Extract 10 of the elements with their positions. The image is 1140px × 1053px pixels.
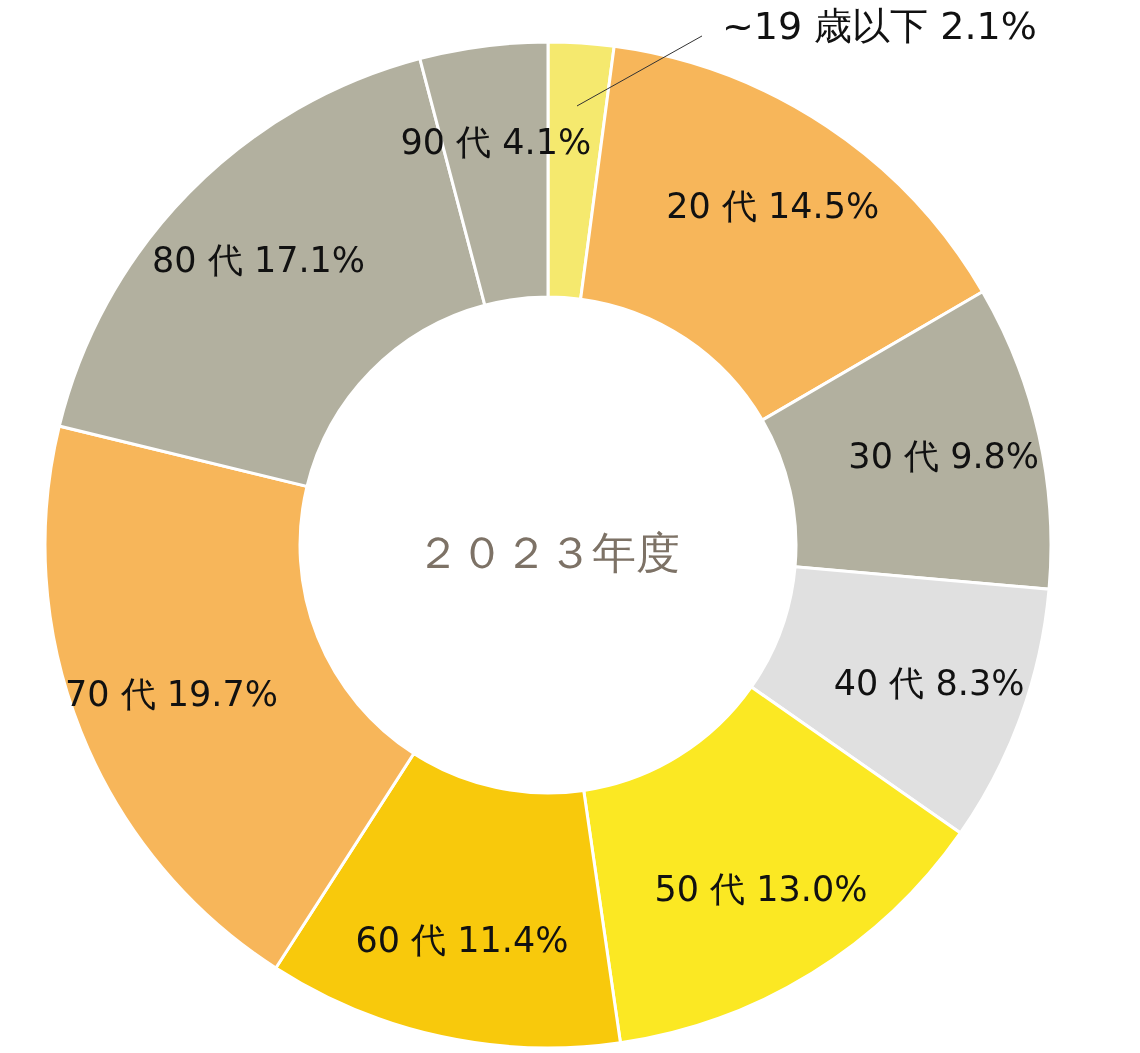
slice-label: 40 代 8.3% bbox=[833, 662, 1025, 703]
slice-label: 50 代 13.0% bbox=[654, 869, 868, 910]
slice-label: 90 代 4.1% bbox=[400, 121, 592, 162]
text: ２０２３年度 bbox=[416, 527, 680, 578]
slice-label: 30 代 9.8% bbox=[848, 435, 1040, 476]
slice-label: 70 代 19.7% bbox=[64, 674, 278, 715]
slice-label: 20 代 14.5% bbox=[666, 186, 880, 227]
slice-label: 60 代 11.4% bbox=[355, 920, 569, 961]
slice-label: ~19 歳以下 2.1% bbox=[722, 3, 1037, 48]
slice-label: 80 代 17.1% bbox=[152, 239, 366, 280]
